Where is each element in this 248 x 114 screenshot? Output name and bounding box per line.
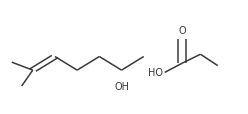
- Text: HO: HO: [149, 68, 163, 78]
- Text: O: O: [178, 26, 186, 36]
- Text: OH: OH: [114, 82, 129, 92]
